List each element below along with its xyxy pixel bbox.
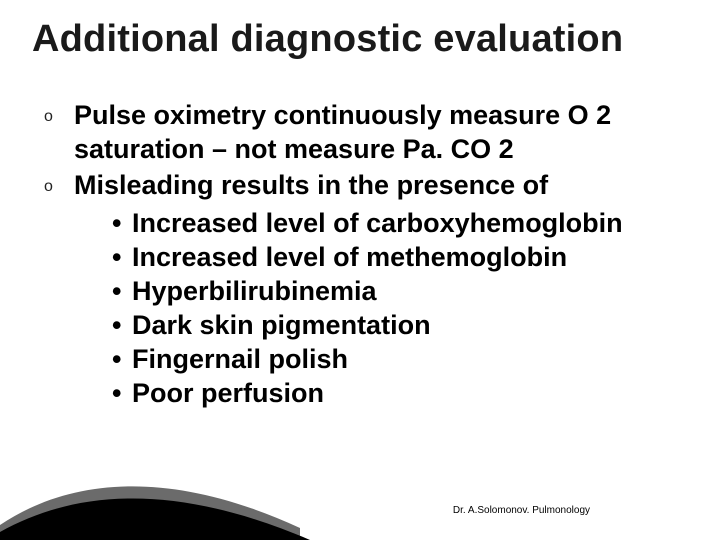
slide-title: Additional diagnostic evaluation <box>32 18 623 61</box>
sub-list-item: • Poor perfusion <box>112 376 680 410</box>
list-marker: o <box>44 98 74 134</box>
sub-list-item: • Increased level of carboxyhemoglobin <box>112 206 680 240</box>
decorative-swoosh <box>0 420 720 540</box>
bullet-icon: • <box>112 240 132 274</box>
list-text: Misleading results in the presence of <box>74 168 548 202</box>
list-text: Pulse oximetry continuously measure O 2 … <box>74 98 680 166</box>
sub-list-item: • Hyperbilirubinemia <box>112 274 680 308</box>
footer-text: Dr. A.Solomonov. Pulmonology <box>453 505 590 516</box>
sub-list-item: • Increased level of methemoglobin <box>112 240 680 274</box>
sub-list-text: Fingernail polish <box>132 342 348 376</box>
sub-list-text: Poor perfusion <box>132 376 324 410</box>
sub-list-text: Increased level of methemoglobin <box>132 240 567 274</box>
list-item: o Pulse oximetry continuously measure O … <box>44 98 680 166</box>
sub-list-text: Dark skin pigmentation <box>132 308 431 342</box>
bullet-icon: • <box>112 274 132 308</box>
sub-list: • Increased level of carboxyhemoglobin •… <box>112 206 680 410</box>
bullet-icon: • <box>112 308 132 342</box>
sub-list-item: • Fingernail polish <box>112 342 680 376</box>
list-item: o Misleading results in the presence of <box>44 168 680 204</box>
sub-list-text: Increased level of carboxyhemoglobin <box>132 206 623 240</box>
content-area: o Pulse oximetry continuously measure O … <box>44 98 680 410</box>
sub-list-item: • Dark skin pigmentation <box>112 308 680 342</box>
bullet-icon: • <box>112 342 132 376</box>
slide: Additional diagnostic evaluation o Pulse… <box>0 0 720 540</box>
bullet-icon: • <box>112 376 132 410</box>
list-marker: o <box>44 168 74 204</box>
sub-list-text: Hyperbilirubinemia <box>132 274 377 308</box>
bullet-icon: • <box>112 206 132 240</box>
